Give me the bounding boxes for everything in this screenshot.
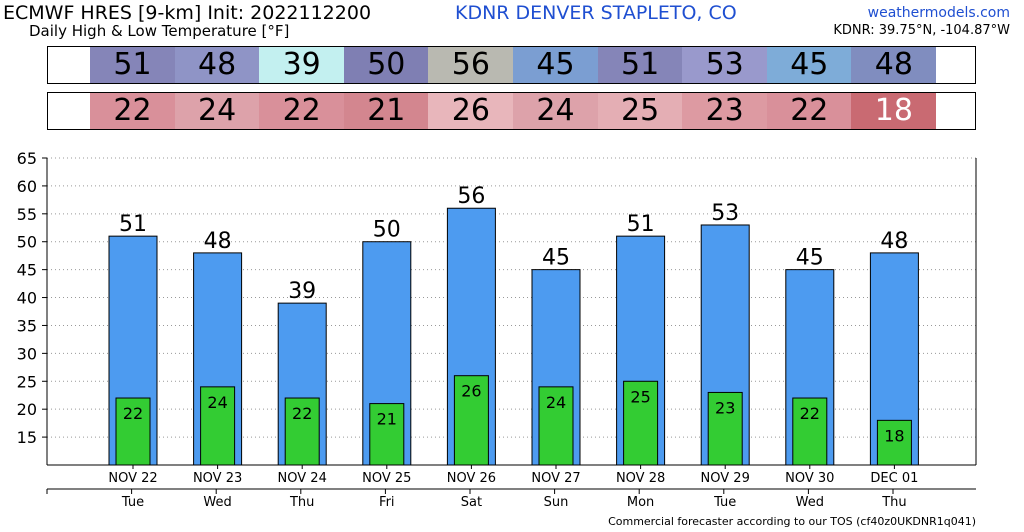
high-strip-cell: 45 xyxy=(766,47,852,83)
weekday-label: Mon xyxy=(627,495,654,510)
high-strip-cell: 51 xyxy=(90,47,175,83)
high-bar-label: 51 xyxy=(119,212,147,237)
low-bar xyxy=(115,397,151,466)
high-strip-cell: 50 xyxy=(343,47,429,83)
x-tick-label: NOV 26 xyxy=(447,471,496,486)
high-bar-label: 53 xyxy=(711,201,739,226)
high-bar-label: 50 xyxy=(373,218,401,243)
low-bar xyxy=(623,380,659,466)
high-strip-cell: 39 xyxy=(259,47,345,83)
x-tick-label: DEC 01 xyxy=(870,471,918,486)
high-bar-label: 56 xyxy=(457,184,485,209)
low-strip-cell: 21 xyxy=(343,93,429,129)
grid-lines xyxy=(47,157,976,438)
low-strip-cell: 24 xyxy=(513,93,598,129)
station-name: KDNR DENVER STAPLETO, CO xyxy=(455,2,737,24)
high-bar-label: 39 xyxy=(288,279,316,304)
high-strip-cell: 48 xyxy=(174,47,260,83)
high-strip-cell: 56 xyxy=(428,47,514,83)
low-strip-cell: 22 xyxy=(90,93,175,129)
low-strip-cell: 25 xyxy=(597,93,683,129)
low-bar-label: 22 xyxy=(800,404,820,423)
low-temperature-strip: 22 24 22 21 26 24 25 23 22 18 xyxy=(47,92,976,130)
low-strip-cell: 26 xyxy=(428,93,514,129)
y-tick-label: 40 xyxy=(17,289,37,308)
y-tick-label: 30 xyxy=(17,344,37,363)
low-bar-label: 22 xyxy=(123,404,143,423)
low-bar xyxy=(284,397,320,466)
low-bar-label: 24 xyxy=(207,393,227,412)
low-bar xyxy=(792,397,828,466)
low-bar-label: 22 xyxy=(292,404,312,423)
x-tick-label: NOV 23 xyxy=(193,471,242,486)
low-strip-cell: 18 xyxy=(851,93,937,129)
low-bar xyxy=(200,386,236,466)
x-tick-label: NOV 22 xyxy=(108,471,157,486)
high-bar-label: 48 xyxy=(880,229,908,254)
low-bar-label: 25 xyxy=(630,387,650,406)
y-tick-label: 15 xyxy=(17,428,37,447)
weekday-label: Fri xyxy=(379,495,395,510)
high-bar-label: 45 xyxy=(796,246,824,271)
weekday-label: Wed xyxy=(796,495,824,510)
weekday-label: Sun xyxy=(544,495,569,510)
chart-subtitle: Daily High & Low Temperature [°F] xyxy=(29,22,290,40)
x-tick-label: NOV 24 xyxy=(278,471,327,486)
y-tick-label: 60 xyxy=(17,177,37,196)
low-bar-label: 26 xyxy=(461,382,481,401)
axes: 15 20 25 30 35 40 45 50 55 60 65 NOV 22 Tue NOV 23 Wed… xyxy=(17,149,977,510)
low-strip-cell: 23 xyxy=(682,93,768,129)
low-bar-label: 21 xyxy=(377,410,397,429)
weekday-label: Thu xyxy=(881,495,906,510)
low-bar-label: 18 xyxy=(884,426,904,445)
high-bar-label: 45 xyxy=(542,246,570,271)
bars: 51 22 48 24 39 22 50 21 56 26 45 24 51 25 53 23 45 22 48 18 xyxy=(108,184,919,466)
x-tick-label: NOV 29 xyxy=(701,471,750,486)
low-strip-cell: 22 xyxy=(259,93,345,129)
y-tick-label: 55 xyxy=(17,205,37,224)
weekday-label: Wed xyxy=(203,495,231,510)
high-bar-label: 51 xyxy=(627,212,655,237)
y-tick-label: 50 xyxy=(17,233,37,252)
footer-note: Commercial forecaster according to our T… xyxy=(608,515,976,528)
weekday-label: Sat xyxy=(461,495,482,510)
low-strip-cell: 22 xyxy=(766,93,852,129)
low-bar-label: 23 xyxy=(715,398,735,417)
low-bar xyxy=(453,375,489,466)
y-tick-label: 25 xyxy=(17,372,37,391)
high-bar-label: 48 xyxy=(204,229,232,254)
x-tick-label: NOV 30 xyxy=(785,471,834,486)
y-tick-label: 65 xyxy=(17,149,37,168)
high-temperature-strip: 51 48 39 50 56 45 51 53 45 48 xyxy=(47,46,976,84)
x-tick-label: NOV 25 xyxy=(362,471,411,486)
low-strip-cell: 24 xyxy=(174,93,260,129)
chart-title: ECMWF HRES [9-km] Init: 2022112200 xyxy=(3,2,372,24)
weekday-label: Tue xyxy=(713,495,736,510)
high-strip-cell: 51 xyxy=(597,47,683,83)
site-link[interactable]: weathermodels.com xyxy=(867,5,1010,21)
high-strip-cell: 53 xyxy=(682,47,768,83)
weekday-label: Thu xyxy=(289,495,314,510)
x-tick-label: NOV 27 xyxy=(531,471,580,486)
y-tick-label: 45 xyxy=(17,261,37,280)
low-bar xyxy=(538,386,574,466)
low-bar-label: 24 xyxy=(546,393,566,412)
high-strip-cell: 45 xyxy=(513,47,598,83)
high-strip-cell: 48 xyxy=(851,47,937,83)
low-bar xyxy=(707,391,743,466)
y-tick-label: 20 xyxy=(17,400,37,419)
low-bar xyxy=(369,403,405,466)
y-tick-label: 35 xyxy=(17,316,37,335)
station-coords: KDNR: 39.75°N, -104.87°W xyxy=(833,23,1010,38)
x-tick-label: NOV 28 xyxy=(616,471,665,486)
weekday-label: Tue xyxy=(121,495,144,510)
